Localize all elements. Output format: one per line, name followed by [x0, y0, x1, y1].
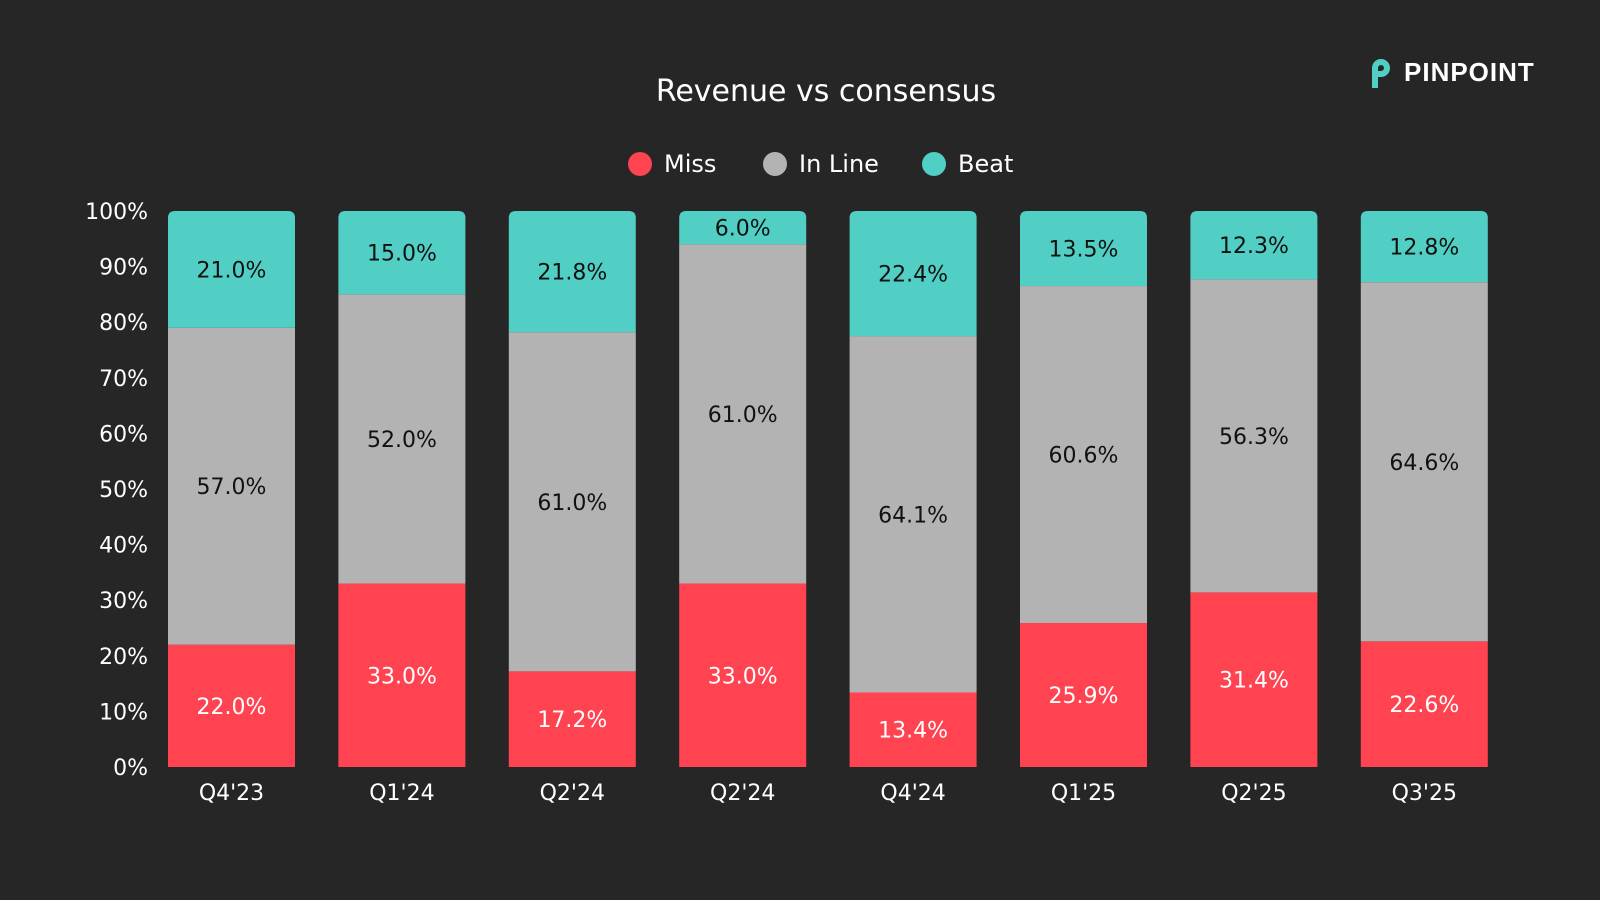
data-label: 13.5% — [1049, 238, 1119, 263]
y-tick-label: 30% — [99, 589, 148, 614]
y-tick-label: 100% — [85, 200, 148, 225]
legend-item-beat: Beat — [922, 150, 1013, 178]
bar-segment-miss — [508, 671, 636, 767]
bar-segment-miss — [168, 644, 295, 767]
bar-segment-in-line — [338, 294, 466, 584]
x-tick-label: Q2'25 — [1221, 781, 1286, 806]
bar-segment-miss — [1360, 641, 1488, 767]
bar-segment-beat — [679, 211, 807, 245]
data-label: 21.0% — [197, 258, 267, 283]
legend: Miss In Line Beat — [0, 150, 1600, 182]
bar-segment-in-line — [849, 336, 977, 693]
data-label: 61.0% — [708, 403, 778, 428]
x-tick-label: Q1'25 — [1051, 781, 1116, 806]
bar-segment-in-line — [1190, 279, 1318, 593]
data-label: 25.9% — [1049, 684, 1119, 709]
pinpoint-logo-icon — [1372, 58, 1390, 88]
legend-label: Beat — [958, 150, 1014, 178]
bar-segment-beat — [168, 211, 295, 328]
data-label: 6.0% — [715, 217, 771, 242]
bar-segment-beat — [1360, 211, 1488, 283]
x-tick-label: Q2'24 — [540, 781, 605, 806]
legend-label: In Line — [799, 150, 879, 178]
legend-swatch-beat — [922, 152, 946, 176]
data-label: 17.2% — [537, 708, 607, 733]
legend-item-in-line: In Line — [763, 150, 879, 178]
bar-segment-beat — [1190, 211, 1318, 280]
data-label: 64.6% — [1389, 451, 1459, 476]
bar-segment-in-line — [679, 244, 807, 584]
x-tick-label: Q4'24 — [880, 781, 945, 806]
bar-segment-miss — [338, 583, 466, 767]
data-label: 60.6% — [1049, 444, 1119, 469]
data-label: 57.0% — [197, 475, 267, 500]
data-label: 12.8% — [1389, 236, 1459, 261]
y-tick-label: 10% — [99, 700, 148, 725]
bar-segment-miss — [1190, 592, 1318, 767]
x-tick-label: Q2'24 — [710, 781, 775, 806]
bar-segment-beat — [508, 211, 636, 333]
data-label: 13.4% — [878, 719, 948, 744]
data-label: 33.0% — [367, 664, 437, 689]
data-label: 33.0% — [708, 664, 778, 689]
y-tick-label: 70% — [99, 367, 148, 392]
legend-swatch-miss — [628, 152, 652, 176]
y-tick-label: 40% — [99, 534, 148, 559]
y-tick-label: 90% — [99, 256, 148, 281]
data-label: 56.3% — [1219, 425, 1289, 450]
legend-item-miss: Miss — [628, 150, 716, 178]
bar-segment-beat — [338, 211, 466, 295]
y-tick-label: 20% — [99, 645, 148, 670]
data-label: 15.0% — [367, 242, 437, 267]
y-tick-label: 60% — [99, 422, 148, 447]
x-tick-label: Q1'24 — [369, 781, 434, 806]
bar-segment-miss — [1020, 622, 1147, 767]
data-label: 21.8% — [537, 261, 607, 286]
bar-segment-beat — [1020, 211, 1147, 287]
data-label: 22.6% — [1389, 693, 1459, 718]
logo: PINPOINT — [1370, 57, 1535, 88]
bar-segment-in-line — [508, 332, 636, 672]
bar-segment-miss — [849, 692, 977, 767]
data-label: 52.0% — [367, 428, 437, 453]
data-label: 22.0% — [197, 695, 267, 720]
legend-label: Miss — [664, 150, 717, 178]
x-tick-label: Q3'25 — [1392, 781, 1457, 806]
data-label: 64.1% — [878, 503, 948, 528]
x-tick-label: Q4'23 — [199, 781, 264, 806]
logo-text: PINPOINT — [1404, 57, 1535, 87]
legend-swatch-in-line — [763, 152, 787, 176]
y-tick-label: 50% — [99, 478, 148, 503]
y-tick-label: 80% — [99, 311, 148, 336]
data-label: 22.4% — [878, 263, 948, 288]
chart-title: Revenue vs consensus — [655, 74, 997, 109]
bar-segment-miss — [679, 583, 807, 767]
bar-segment-in-line — [1020, 286, 1147, 623]
bar-segment-in-line — [1360, 282, 1488, 642]
data-label: 31.4% — [1219, 669, 1289, 694]
bar-segment-in-line — [168, 327, 295, 645]
bar-segment-beat — [849, 211, 977, 337]
y-tick-label: 0% — [113, 756, 148, 781]
data-label: 61.0% — [537, 491, 607, 516]
data-label: 12.3% — [1219, 234, 1289, 259]
